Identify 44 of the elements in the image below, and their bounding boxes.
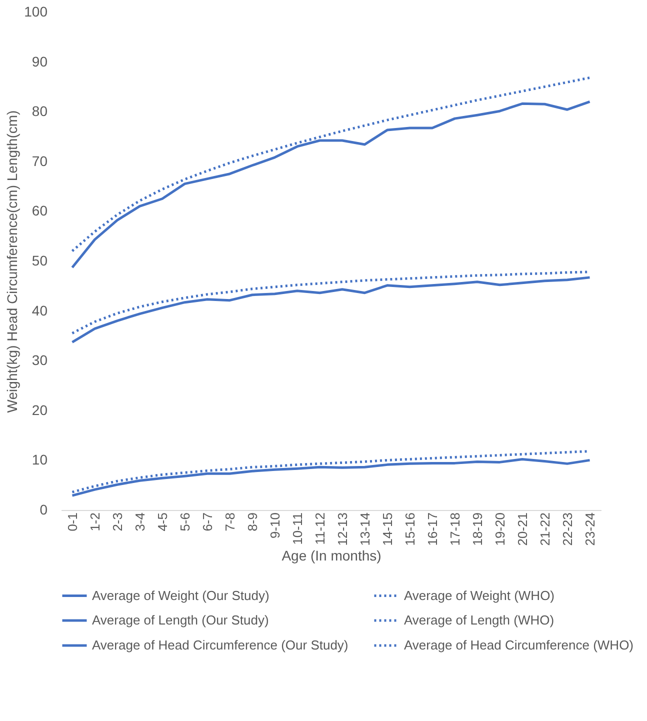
y-tick-label: 60 bbox=[32, 202, 48, 219]
y-axis-title: Weight(kg) Head Circumference(cm) Length(cm) bbox=[4, 110, 20, 413]
x-tick-label: 19-20 bbox=[492, 512, 508, 546]
y-tick-label: 10 bbox=[32, 452, 48, 468]
x-tick-label: 2-3 bbox=[110, 512, 125, 532]
legend-label: Average of Length (Our Study) bbox=[92, 612, 269, 628]
x-tick-label: 8-9 bbox=[244, 512, 260, 532]
legend-label: Average of Head Circumference (Our Study) bbox=[92, 638, 348, 652]
legend-label: Average of Weight (WHO) bbox=[404, 588, 555, 603]
x-tick-label: 13-14 bbox=[357, 512, 372, 546]
x-axis-title: Age (In months) bbox=[282, 548, 382, 564]
y-tick-label: 80 bbox=[32, 103, 48, 120]
x-tick-label: 11-12 bbox=[312, 512, 328, 545]
x-tick-label: 22-23 bbox=[560, 512, 575, 546]
y-tick-label: 40 bbox=[32, 302, 48, 318]
x-tick-label: 7-8 bbox=[222, 512, 238, 532]
legend-label: Average of Weight (Our Study) bbox=[92, 588, 270, 603]
x-tick-label: 6-7 bbox=[200, 512, 215, 532]
x-tick-label: 10-11 bbox=[290, 512, 305, 545]
x-tick-label: 14-15 bbox=[380, 512, 395, 546]
y-tick-label: 100 bbox=[24, 4, 48, 20]
x-tick-label: 17-18 bbox=[447, 512, 462, 546]
x-tick-label: 3-4 bbox=[132, 512, 148, 532]
legend-label: Average of Length (WHO) bbox=[404, 612, 554, 628]
x-tick-label: 20-21 bbox=[514, 512, 530, 546]
line-series bbox=[71, 276, 591, 344]
y-tick-label: 70 bbox=[32, 152, 48, 169]
x-tick-label: 1-2 bbox=[87, 512, 102, 532]
x-tick-label: 23-24 bbox=[582, 512, 598, 546]
y-tick-label: 50 bbox=[32, 252, 48, 268]
x-tick-label: 16-17 bbox=[424, 512, 440, 546]
x-tick-label: 9-10 bbox=[267, 512, 282, 539]
x-tick-label: 5-6 bbox=[177, 512, 192, 532]
x-tick-label: 15-16 bbox=[402, 512, 418, 546]
y-tick-label: 90 bbox=[32, 53, 48, 70]
legend-label: Average of Head Circumference (WHO) bbox=[404, 638, 634, 652]
x-tick-label: 18-19 bbox=[470, 512, 485, 546]
x-tick-label: 21-22 bbox=[537, 512, 552, 546]
y-tick-label: 30 bbox=[32, 352, 48, 368]
y-tick-label: 20 bbox=[32, 402, 48, 418]
x-tick-label: 0-1 bbox=[64, 512, 80, 532]
x-tick-label: 4-5 bbox=[154, 512, 170, 532]
y-tick-label: 0 bbox=[40, 502, 48, 518]
x-tick-label: 12-13 bbox=[334, 512, 350, 546]
